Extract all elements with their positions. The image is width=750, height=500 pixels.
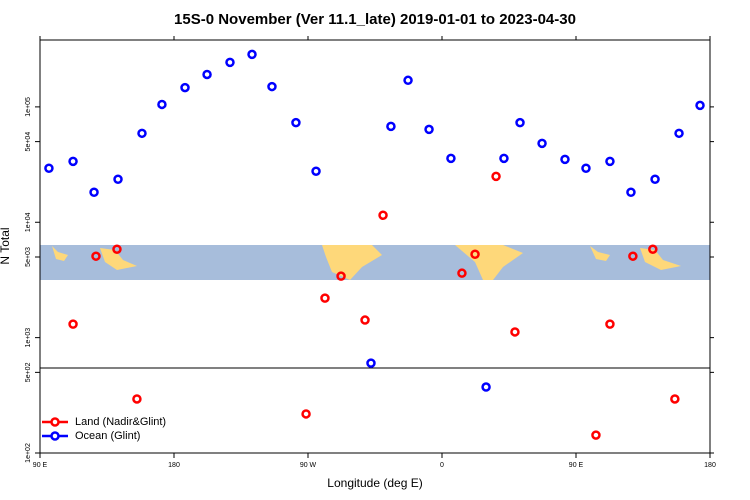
data-point — [267, 81, 277, 92]
data-point — [386, 121, 396, 132]
data-point — [68, 319, 78, 329]
data-point — [628, 251, 638, 261]
data-point — [180, 82, 190, 93]
y-tick-label: 1e+05 — [25, 97, 32, 117]
data-point — [560, 154, 570, 165]
data-point — [510, 327, 520, 337]
chart-title: 15S-0 November (Ver 11.1_late) 2019-01-0… — [174, 11, 576, 28]
data-point — [89, 187, 99, 198]
x-tick-label: 0 — [440, 462, 444, 469]
x-tick-label: 90 E — [33, 462, 48, 469]
data-point — [446, 153, 456, 164]
data-point — [291, 117, 301, 128]
data-point — [137, 128, 147, 139]
data-point — [491, 171, 501, 182]
data-point — [403, 75, 413, 86]
data-point — [581, 163, 591, 173]
legend-marker — [50, 431, 60, 441]
legend-label: Ocean (Glint) — [75, 430, 140, 442]
world-map-strip — [40, 245, 710, 280]
data-point — [670, 394, 680, 404]
legend-label: Land (Nadir&Glint) — [75, 416, 166, 428]
x-tick-label: 180 — [168, 462, 180, 469]
x-tick-label: 90 W — [300, 462, 317, 469]
legend-marker — [50, 417, 60, 427]
x-tick-label: 180 — [704, 462, 716, 469]
y-tick-label: 1e+02 — [25, 443, 32, 463]
x-tick-label: 90 E — [569, 462, 584, 469]
data-point — [591, 430, 601, 440]
data-point — [44, 163, 54, 173]
data-point — [112, 244, 122, 254]
data-point — [320, 293, 330, 303]
data-point — [499, 153, 509, 164]
y-tick-label: 5e+04 — [25, 132, 32, 152]
data-point — [336, 271, 346, 281]
data-point — [605, 156, 615, 167]
data-point — [470, 249, 480, 260]
data-point — [202, 69, 212, 80]
data-point — [481, 382, 491, 392]
data-point — [695, 100, 705, 111]
y-tick-label: 1e+03 — [25, 328, 32, 348]
data-point — [674, 128, 684, 139]
data-point — [132, 394, 142, 404]
data-point — [515, 117, 525, 128]
data-point — [424, 124, 434, 135]
data-point — [360, 315, 370, 325]
data-point — [68, 156, 78, 167]
data-point — [457, 268, 467, 278]
data-point — [157, 99, 167, 110]
data-point — [648, 244, 658, 254]
y-tick-label: 5e+03 — [25, 247, 32, 267]
data-point — [626, 187, 636, 198]
data-point — [301, 409, 311, 419]
data-point — [378, 210, 388, 221]
plot-frame — [39, 39, 711, 454]
data-point — [311, 166, 321, 176]
data-point — [537, 138, 547, 149]
y-tick-label: 5e+02 — [25, 362, 32, 382]
data-point — [650, 174, 660, 184]
data-point — [113, 174, 123, 184]
data-point — [247, 49, 257, 60]
data-point — [366, 358, 376, 368]
y-tick-label: 1e+04 — [25, 212, 32, 232]
data-point — [605, 319, 615, 329]
y-axis-label: N Total — [0, 227, 12, 264]
data-point — [225, 57, 235, 68]
x-axis-label: Longitude (deg E) — [327, 476, 422, 490]
data-point — [91, 251, 101, 261]
